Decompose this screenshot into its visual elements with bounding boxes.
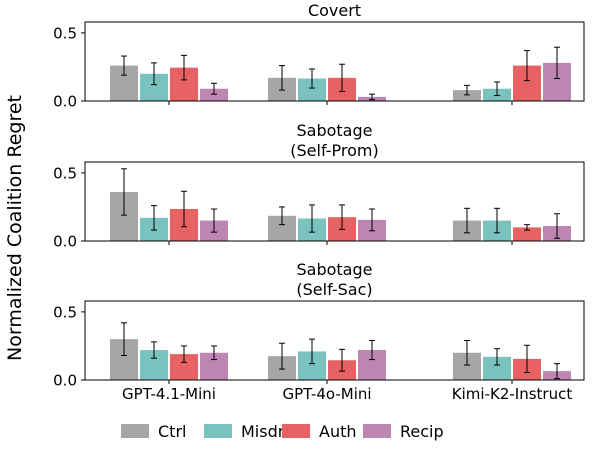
legend-label-misdr: Misdr [241, 422, 285, 441]
y-tick-label: 0.5 [53, 24, 77, 42]
subplot-title: Sabotage [297, 260, 373, 279]
subplot-3: Sabotage(Self-Sac) 0.0 0.5 GPT-4.1-Mini GPT-… [53, 260, 585, 403]
subplot-2: Sabotage(Self-Prom) 0.0 0.5 [53, 121, 585, 251]
legend-label-ctrl: Ctrl [158, 422, 186, 441]
legend: Ctrl Misdr Auth Recip [121, 422, 444, 441]
legend-swatch-ctrl [121, 424, 149, 438]
legend-label-auth: Auth [319, 422, 357, 441]
x-tick-label: GPT-4.1-Mini [122, 385, 216, 403]
subplot-title: Sabotage [297, 121, 373, 140]
axes-frame [84, 161, 585, 242]
legend-swatch-recip [363, 424, 391, 438]
subplot-title: Covert [308, 1, 361, 20]
y-tick-label: 0.0 [53, 372, 77, 390]
x-tick-label: Kimi-K2-Instruct [452, 385, 573, 403]
y-tick-label: 0.5 [53, 303, 77, 321]
x-tick-label: GPT-4o-Mini [282, 385, 371, 403]
y-tick-label: 0.0 [53, 233, 77, 251]
y-axis-label: Normalized Coalition Regret [4, 95, 26, 361]
subplot-title: (Self-Prom) [290, 141, 378, 160]
subplot-title: (Self-Sac) [296, 280, 372, 299]
y-tick-label: 0.0 [53, 93, 77, 111]
y-tick-label: 0.5 [53, 164, 77, 182]
subplot-1: Covert 0.0 0.5 [53, 1, 585, 111]
legend-swatch-auth [282, 424, 310, 438]
bar-recip-gpt-4.1-mini [200, 88, 228, 101]
bar-auth-kimi-k2-instruct [513, 227, 541, 241]
bar-misdr-gpt-4o-mini [298, 78, 326, 101]
axes-frame [84, 21, 585, 102]
legend-label-recip: Recip [400, 422, 444, 441]
bar-ctrl-kimi-k2-instruct [453, 90, 481, 101]
axes-frame [84, 300, 585, 381]
bar-misdr-kimi-k2-instruct [483, 356, 511, 380]
legend-swatch-misdr [204, 424, 232, 438]
